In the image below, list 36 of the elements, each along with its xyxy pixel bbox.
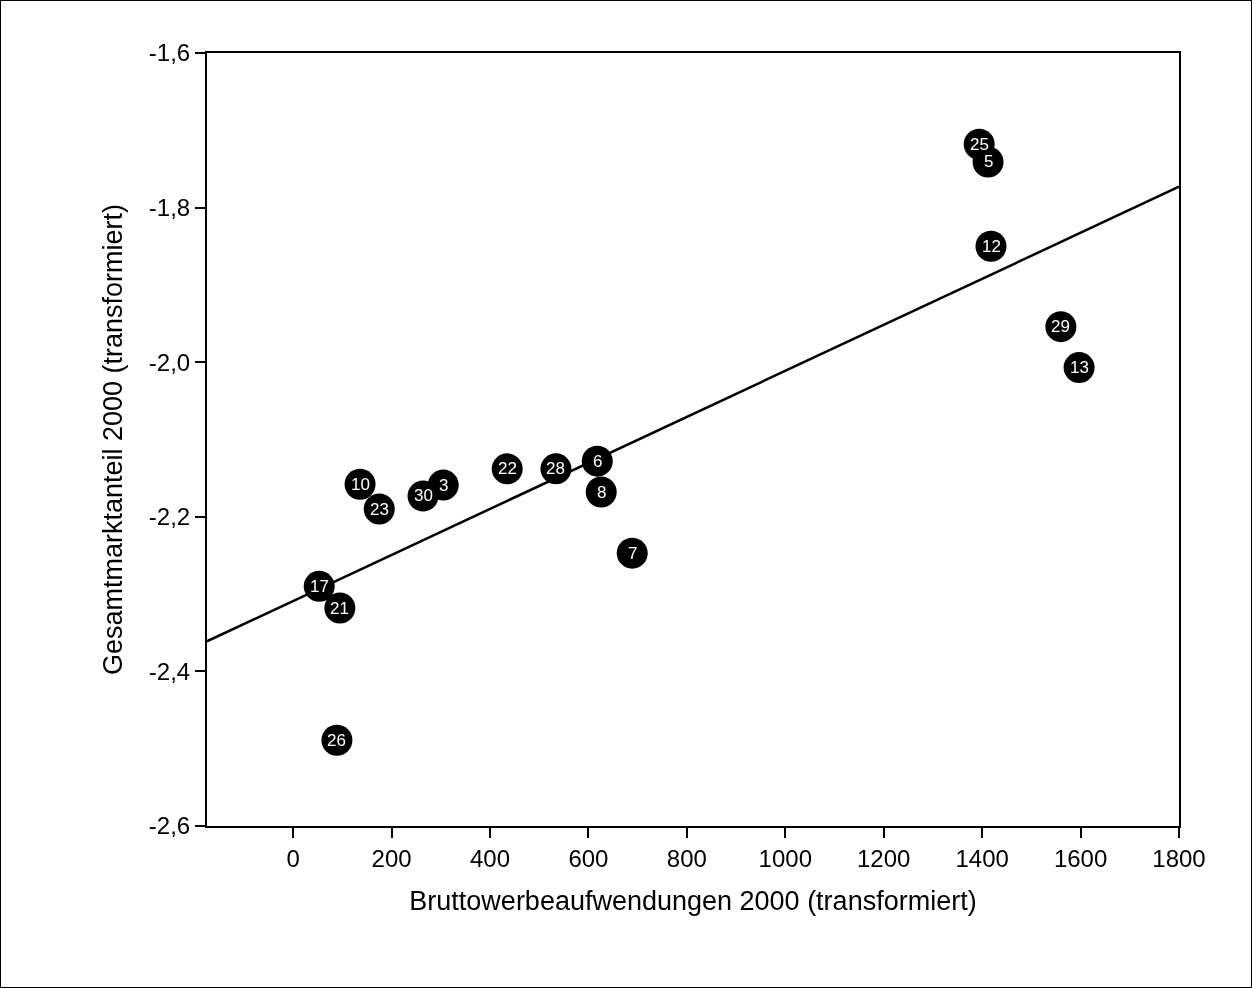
x-tick-label: 1600 (1053, 844, 1108, 872)
x-axis-title: Bruttowerbeaufwendungen 2000 (transformiert) (409, 885, 977, 916)
x-tick-label: 200 (371, 844, 412, 872)
annotation: 10 (351, 475, 370, 494)
y-axis-title: Gesamtmarktanteil 2000 (transformiert) (98, 203, 129, 676)
annotation: 17 (310, 577, 329, 596)
annotation: 28 (546, 459, 565, 478)
annotation: 29 (1051, 317, 1070, 336)
annotation: 22 (498, 459, 517, 478)
annotation: 3 (439, 476, 449, 495)
x-tick-label: 600 (568, 844, 609, 872)
annotation: 25 (970, 135, 989, 154)
y-tick-label: -2,6 (148, 812, 191, 840)
annotation: 6 (593, 452, 603, 471)
x-tick-label: 1000 (758, 844, 812, 872)
x-tick-label: 1200 (857, 844, 911, 872)
annotation: 12 (982, 237, 1001, 256)
annotation: 26 (327, 731, 346, 750)
annotation: 13 (1070, 358, 1089, 377)
x-tick-label: 400 (469, 844, 511, 872)
annotation: 7 (628, 544, 638, 563)
annotation: 21 (330, 599, 349, 618)
x-tick-label: 1800 (1152, 844, 1206, 872)
y-tick-label: -2,0 (148, 348, 191, 376)
y-tick-label: -1,6 (148, 39, 191, 67)
y-tick-label: -2,4 (148, 657, 191, 685)
y-tick-label: -2,2 (148, 503, 191, 531)
x-tick-label: 1400 (955, 844, 1009, 872)
point (616, 537, 648, 569)
x-tick-label: 800 (666, 844, 707, 872)
y-tick-label: -1,8 (148, 194, 191, 221)
annotation: 8 (597, 483, 607, 502)
annotation: 5 (984, 152, 994, 171)
x-tick-label: 0 (286, 844, 300, 872)
annotation: 30 (414, 486, 433, 505)
annotation: 23 (370, 500, 389, 519)
